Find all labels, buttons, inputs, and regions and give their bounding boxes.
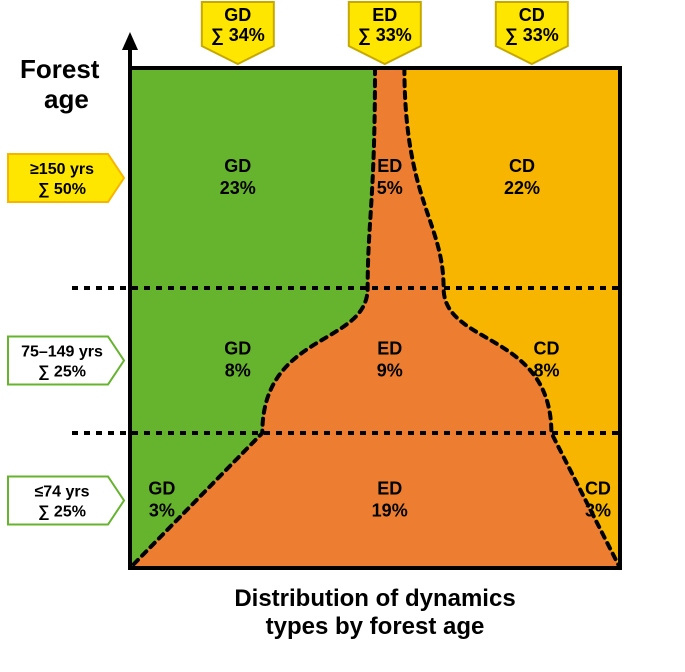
top-tag-sum: ∑ 34%	[211, 25, 265, 45]
cell-pct: 9%	[377, 361, 403, 381]
y-axis-title-l1: Forest	[20, 54, 100, 84]
row-tag-l2: ∑ 25%	[38, 364, 86, 381]
cell-pct: 23%	[220, 178, 256, 198]
row-tag-l1: ≤74 yrs	[34, 484, 89, 501]
cell-code: ED	[377, 156, 402, 176]
x-axis-title-l2: types by forest age	[266, 613, 485, 640]
row-tag-l2: ∑ 25%	[38, 504, 86, 521]
row-tag-l2: ∑ 50%	[38, 181, 86, 198]
cell-code: ED	[377, 339, 402, 359]
row-tag-l1: ≥150 yrs	[30, 161, 94, 178]
top-tag-code: CD	[519, 5, 545, 25]
top-tag-sum: ∑ 33%	[358, 25, 412, 45]
cell-code: GD	[224, 156, 251, 176]
forest-age-diagram: Forestage Distribution of dynamicstypes b…	[0, 0, 685, 672]
y-axis-title-l2: age	[44, 84, 89, 114]
cell-code: CD	[509, 156, 535, 176]
cell-pct: 3%	[149, 501, 175, 521]
cell-code: CD	[534, 339, 560, 359]
y-axis-arrowhead	[122, 32, 138, 50]
cell-code: GD	[148, 479, 175, 499]
cell-code: GD	[224, 339, 251, 359]
cell-pct: 22%	[504, 178, 540, 198]
cell-pct: 8%	[533, 361, 559, 381]
row-tag-l1: 75–149 yrs	[21, 344, 103, 361]
cell-pct: 8%	[225, 361, 251, 381]
cell-pct: 3%	[585, 501, 611, 521]
cell-code: ED	[377, 479, 402, 499]
cell-pct: 5%	[377, 178, 403, 198]
top-tag-code: ED	[372, 5, 397, 25]
top-tag-sum: ∑ 33%	[505, 25, 559, 45]
cell-code: CD	[585, 479, 611, 499]
x-axis-title-l1: Distribution of dynamics	[234, 585, 515, 612]
top-tag-code: GD	[224, 5, 251, 25]
cell-pct: 19%	[372, 501, 408, 521]
